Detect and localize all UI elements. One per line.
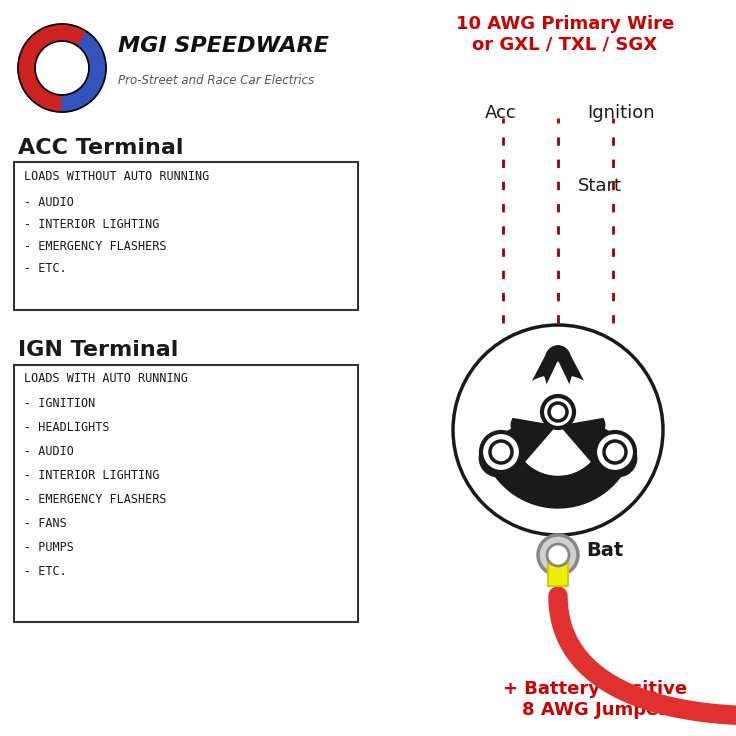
Circle shape: [547, 544, 569, 566]
Text: ACC Terminal: ACC Terminal: [18, 138, 183, 158]
Bar: [14, 365, 358, 622]
Text: - INTERIOR LIGHTING: - INTERIOR LIGHTING: [24, 218, 160, 231]
Text: MGI SPEEDWARE: MGI SPEEDWARE: [118, 36, 329, 56]
Text: IGN Terminal: IGN Terminal: [18, 340, 178, 360]
Text: - ETC.: - ETC.: [24, 565, 67, 578]
Circle shape: [542, 396, 574, 428]
Text: + Battery Positive
8 AWG Jumper: + Battery Positive 8 AWG Jumper: [503, 680, 687, 719]
Circle shape: [453, 325, 663, 535]
Circle shape: [538, 535, 578, 575]
Polygon shape: [62, 32, 106, 112]
Circle shape: [490, 441, 512, 463]
Circle shape: [481, 432, 521, 472]
Text: - INTERIOR LIGHTING: - INTERIOR LIGHTING: [24, 469, 160, 482]
Circle shape: [604, 441, 626, 463]
Text: - EMERGENCY FLASHERS: - EMERGENCY FLASHERS: [24, 240, 166, 253]
Text: - HEADLIGHTS: - HEADLIGHTS: [24, 421, 110, 434]
Text: - IGNITION: - IGNITION: [24, 397, 95, 410]
Bar: [548, 558, 568, 586]
Text: Pro-Street and Race Car Electrics: Pro-Street and Race Car Electrics: [118, 74, 314, 87]
Text: Bat: Bat: [586, 542, 623, 561]
Circle shape: [483, 443, 513, 473]
Polygon shape: [505, 377, 558, 425]
Circle shape: [540, 407, 576, 443]
Circle shape: [595, 432, 635, 472]
Text: Start: Start: [578, 177, 622, 195]
Text: 10 AWG Primary Wire
or GXL / TXL / SGX: 10 AWG Primary Wire or GXL / TXL / SGX: [456, 15, 674, 54]
Text: - FANS: - FANS: [24, 517, 67, 530]
Text: - ETC.: - ETC.: [24, 262, 67, 275]
Text: Ignition: Ignition: [587, 104, 655, 122]
Circle shape: [603, 443, 633, 473]
Bar: [14, 162, 358, 310]
Polygon shape: [536, 362, 580, 408]
Circle shape: [549, 403, 567, 421]
Circle shape: [546, 346, 570, 370]
Text: LOADS WITHOUT AUTO RUNNING: LOADS WITHOUT AUTO RUNNING: [24, 170, 209, 183]
Polygon shape: [526, 425, 590, 475]
Text: - EMERGENCY FLASHERS: - EMERGENCY FLASHERS: [24, 493, 166, 506]
Text: LOADS WITH AUTO RUNNING: LOADS WITH AUTO RUNNING: [24, 372, 188, 385]
Text: - AUDIO: - AUDIO: [24, 196, 74, 209]
Polygon shape: [558, 377, 611, 425]
Polygon shape: [18, 24, 88, 112]
Text: - PUMPS: - PUMPS: [24, 541, 74, 554]
Text: - AUDIO: - AUDIO: [24, 445, 74, 458]
Text: Acc: Acc: [485, 104, 517, 122]
